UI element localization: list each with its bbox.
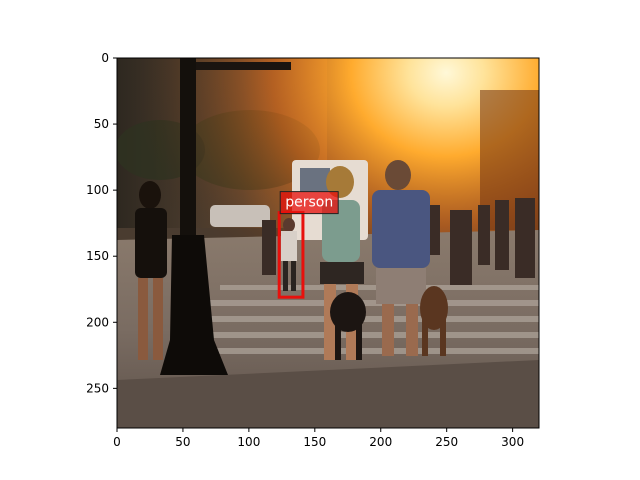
y-axis: 0 50 100 150 200 250: [86, 51, 117, 395]
x-tick-label: 0: [113, 435, 121, 449]
x-tick-label: 300: [501, 435, 524, 449]
x-axis: 0 50 100 150 200 250 300: [113, 428, 524, 449]
y-tick-label: 100: [86, 183, 109, 197]
y-tick-label: 250: [86, 381, 109, 395]
x-tick-label: 50: [175, 435, 190, 449]
y-tick-label: 200: [86, 315, 109, 329]
street-photo: [117, 58, 539, 428]
axes-frame: [116, 57, 540, 429]
y-tick-label: 50: [94, 117, 109, 131]
x-tick-label: 200: [369, 435, 392, 449]
box-label: person: [285, 195, 333, 211]
x-tick-label: 150: [303, 435, 326, 449]
y-tick-label: 150: [86, 249, 109, 263]
box-label-background: [279, 191, 339, 215]
x-tick-label: 250: [435, 435, 458, 449]
detections: person: [277, 191, 339, 299]
x-tick-label: 100: [237, 435, 260, 449]
y-tick-label: 0: [101, 51, 109, 65]
